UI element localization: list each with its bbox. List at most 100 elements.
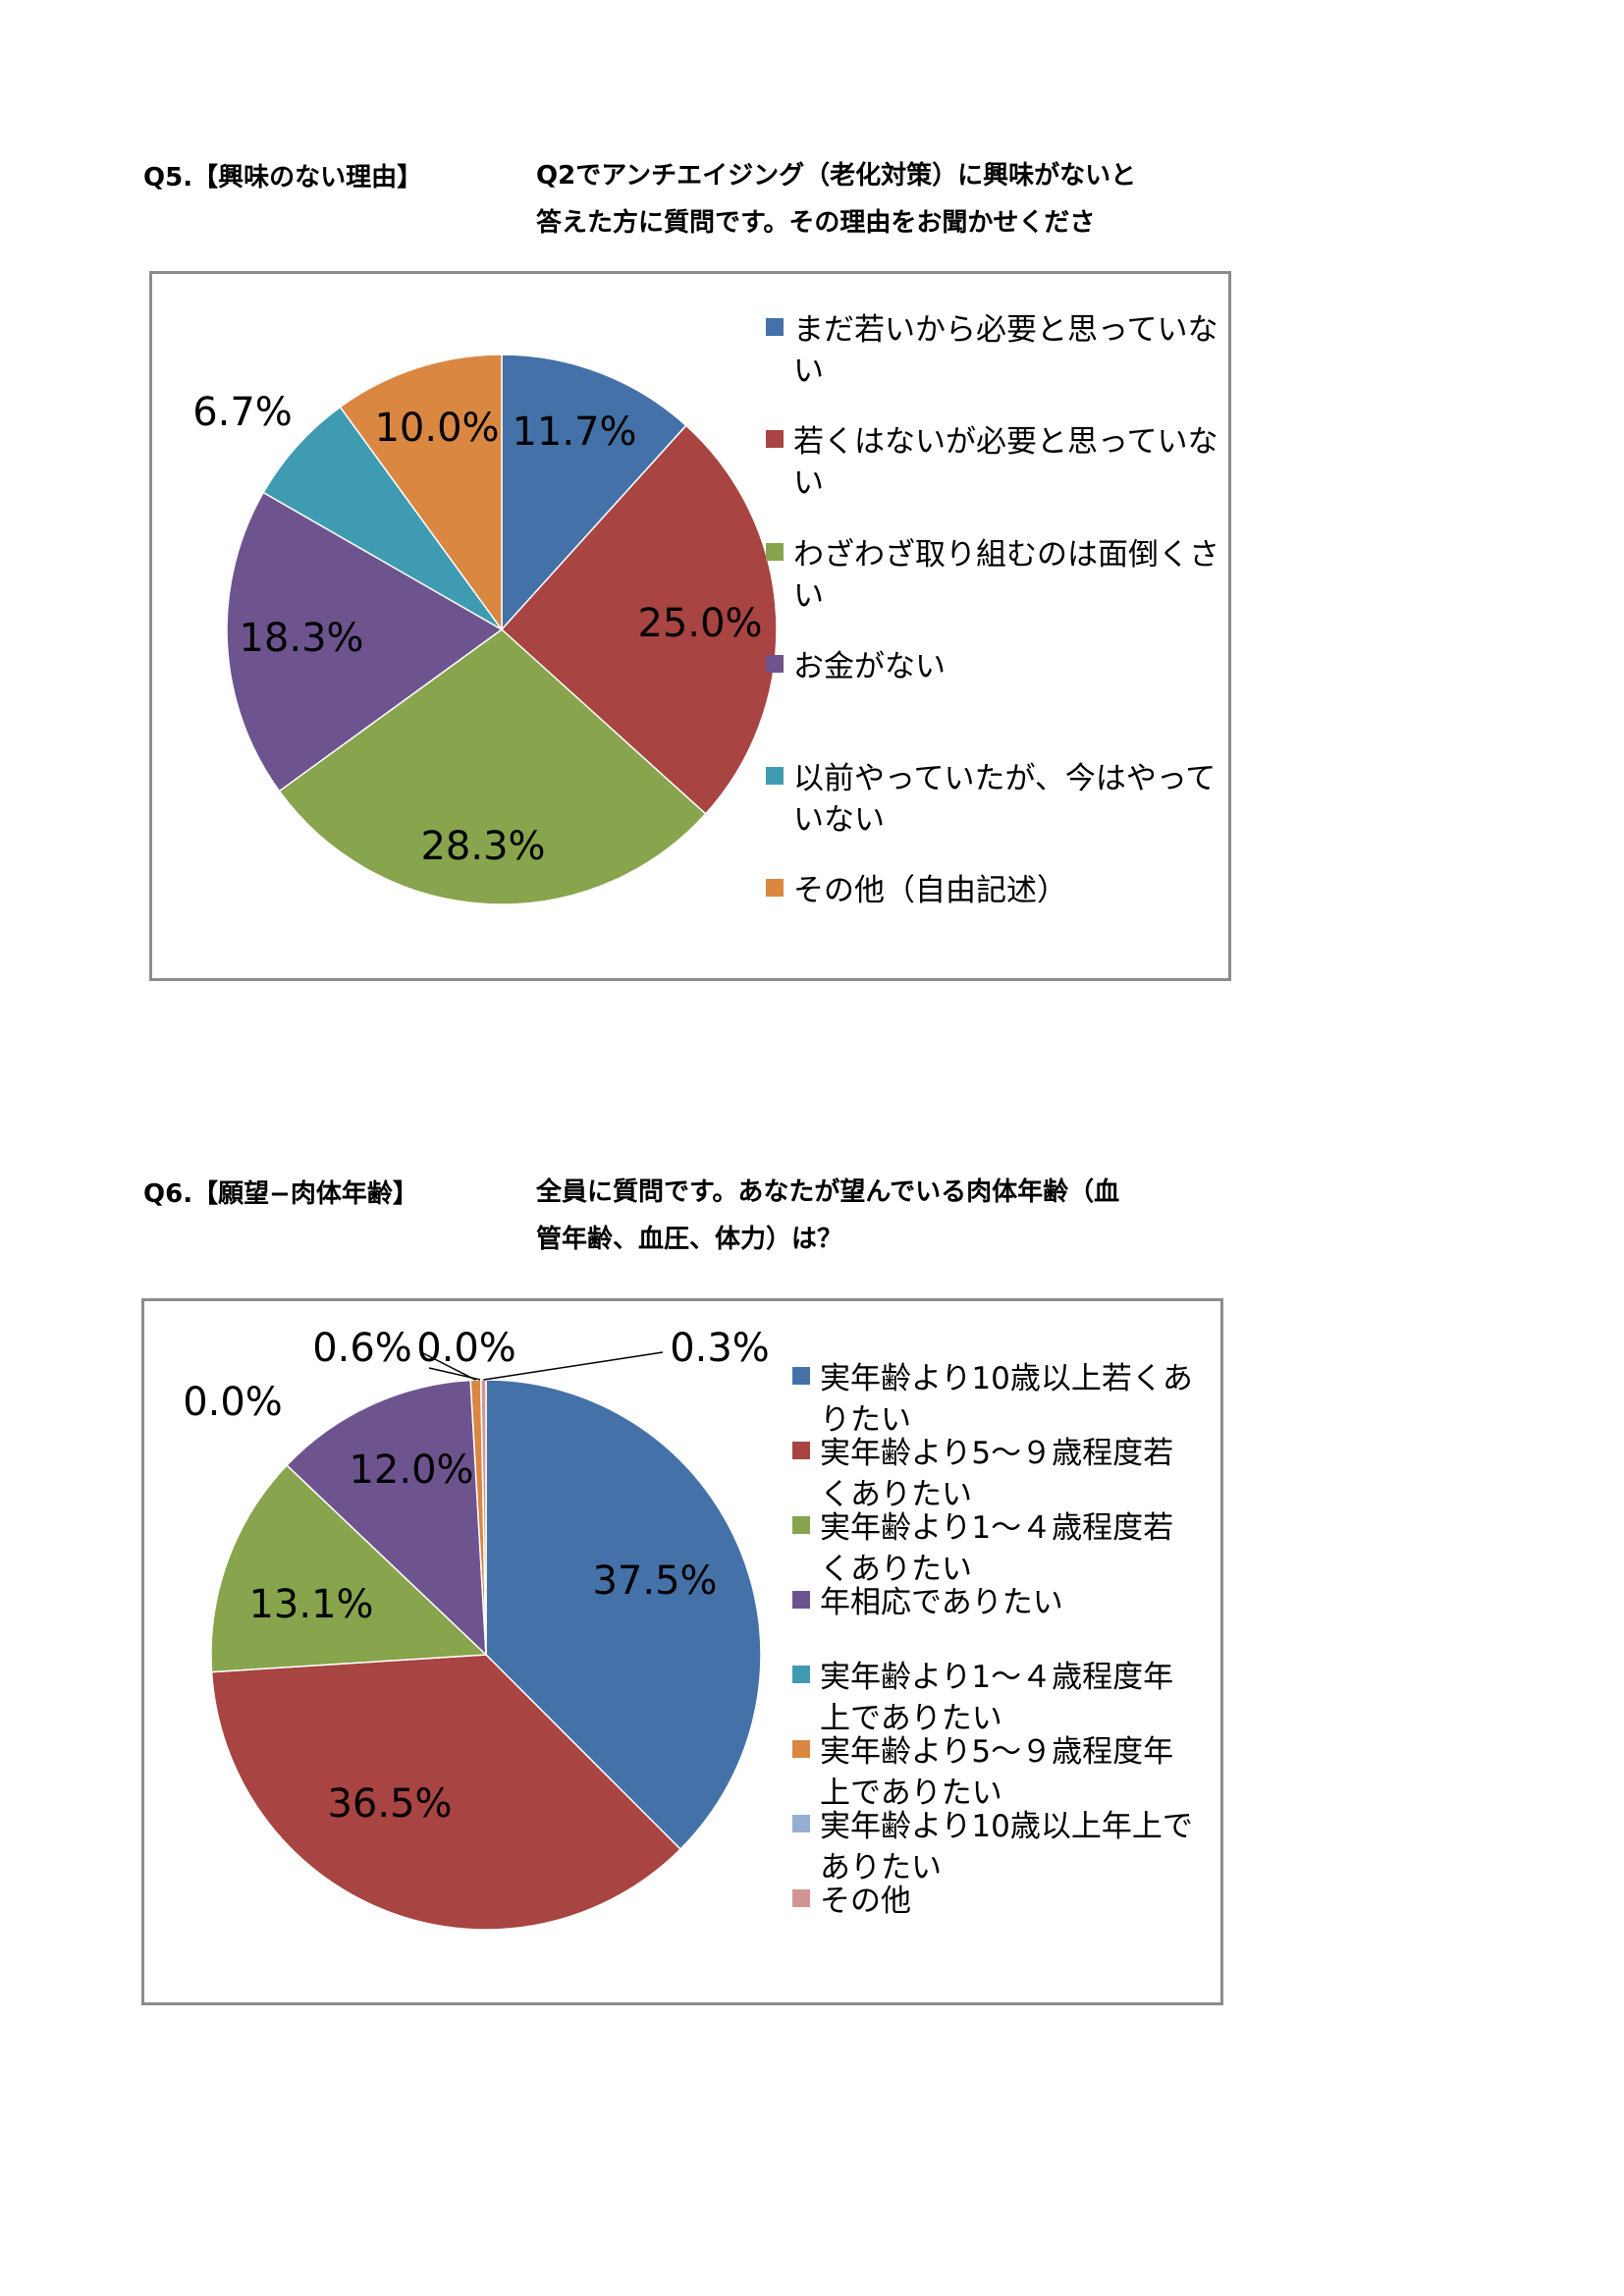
- legend-swatch-7: [792, 1889, 810, 1907]
- legend-label-1-line-0: 若くはないが必要と思っていな: [793, 424, 1218, 460]
- legend-swatch-0: [792, 1367, 810, 1385]
- q5-legend: まだ若いから必要と思っていない若くはないが必要と思っていないわざわざ取り組むのは…: [766, 309, 1227, 918]
- legend-item-5: その他（自由記述）: [766, 870, 1067, 911]
- q6-question-line2: 管年齢、血圧、体力）は？: [536, 1225, 843, 1254]
- legend-item-6: 実年齢より10歳以上年上で ありたい: [792, 1806, 1193, 1888]
- pie-data-label-7: 0.3%: [670, 1326, 770, 1371]
- legend-label-2-line-1: くありたい: [820, 1552, 972, 1587]
- legend-label-1-line-1: い: [793, 465, 824, 501]
- legend-item-1: 若くはないが必要と思っていない: [766, 421, 1218, 504]
- pie-slice-2: [278, 629, 707, 905]
- pie-data-label-1: 25.0%: [637, 601, 762, 646]
- legend-label-5: 実年齢より5〜９歳程度年 上でありたい: [820, 1731, 1173, 1814]
- legend-label-1: 若くはないが必要と思っていない: [793, 421, 1218, 504]
- legend-label-1: 実年齢より5〜９歳程度若 くありたい: [820, 1433, 1173, 1515]
- pie-data-label-3: 12.0%: [349, 1448, 473, 1493]
- legend-label-2: わざわざ取り組むのは面倒くさい: [793, 534, 1219, 617]
- q6-label: Q6.【願望−肉体年齢】: [143, 1179, 418, 1209]
- pie-leader-7: [483, 1351, 664, 1381]
- pie-slice-3: [286, 1379, 487, 1657]
- legend-swatch-6: [792, 1815, 810, 1832]
- legend-item-2: わざわざ取り組むのは面倒くさい: [766, 534, 1219, 617]
- legend-item-7: その他: [792, 1881, 911, 1922]
- q6-pie-chart: 37.5%36.5%13.1%12.0%0.0%0.6% 0.0% 0.3%: [183, 1326, 770, 1931]
- legend-label-5: その他（自由記述）: [793, 870, 1067, 911]
- legend-label-0-line-0: まだ若いから必要と思っていな: [793, 312, 1218, 348]
- legend-swatch-4: [792, 1666, 810, 1683]
- legend-label-0: まだ若いから必要と思っていない: [793, 309, 1218, 392]
- q5-chart-area: 11.7% 25.0% 28.3% 18.3% 6.7% 10.0% まだ若いから必要と思…: [149, 271, 1231, 981]
- legend-label-3: 年相応でありたい: [820, 1582, 1063, 1623]
- legend-label-4-line-1: いない: [793, 802, 885, 838]
- pie-slice-3: [226, 491, 504, 793]
- legend-label-1-line-0: 実年齢より5〜９歳程度若: [820, 1436, 1174, 1471]
- legend-label-1-line-1: くありたい: [820, 1477, 972, 1512]
- legend-label-0: 実年齢より10歳以上若くあ りたい: [820, 1358, 1193, 1441]
- legend-item-0: まだ若いから必要と思っていない: [766, 309, 1218, 392]
- pie-slice-5: [339, 354, 503, 632]
- legend-label-4: 実年齢より1〜４歳程度年 上でありたい: [820, 1657, 1173, 1739]
- legend-label-2-line-0: わざわざ取り組むのは面倒くさ: [793, 537, 1219, 573]
- legend-item-4: 実年齢より1〜４歳程度年 上でありたい: [792, 1657, 1173, 1739]
- pie-slice-4: [262, 406, 503, 630]
- pie-leader-6: [428, 1367, 481, 1381]
- q6-legend: 実年齢より10歳以上若くあ りたい 実年齢より5〜９歳程度若 くありたい 実年齢より1〜…: [792, 1358, 1224, 1967]
- legend-item-3: 年相応でありたい: [792, 1582, 1063, 1623]
- legend-swatch-2: [766, 543, 784, 561]
- legend-label-2-line-0: 実年齢より1〜４歳程度若: [820, 1510, 1174, 1546]
- pie-data-label-1: 36.5%: [327, 1781, 452, 1827]
- q6-question-line1: 全員に質問です。あなたが望んでいる肉体年齢（血: [536, 1177, 1120, 1207]
- legend-swatch-3: [766, 655, 784, 673]
- legend-label-0-line-1: りたい: [820, 1402, 911, 1438]
- pie-data-label-2: 13.1%: [248, 1582, 373, 1627]
- pie-data-label-3: 18.3%: [239, 616, 363, 661]
- legend-label-3: お金がない: [793, 646, 946, 687]
- legend-label-6-line-0: 実年齢より10歳以上年上で: [820, 1809, 1193, 1844]
- pie-data-label-5: 10.0%: [374, 406, 499, 451]
- legend-swatch-3: [792, 1591, 810, 1609]
- pie-slice-2: [210, 1463, 488, 1673]
- pie-data-label-4: 6.7%: [192, 390, 293, 435]
- legend-label-2-line-1: い: [793, 578, 824, 614]
- legend-item-3: お金がない: [766, 646, 946, 687]
- legend-item-0: 実年齢より10歳以上若くあ りたい: [792, 1358, 1193, 1441]
- pie-slice-0: [501, 354, 687, 631]
- legend-label-0-line-0: 実年齢より10歳以上若くあ: [820, 1361, 1193, 1396]
- legend-swatch-5: [792, 1740, 810, 1758]
- q5-question-line2: 答えた方に質問です。その理由をお聞かせくださ: [536, 208, 1096, 238]
- legend-label-5-line-1: 上でありたい: [820, 1776, 1002, 1811]
- legend-swatch-2: [792, 1516, 810, 1534]
- legend-item-5: 実年齢より5〜９歳程度年 上でありたい: [792, 1731, 1173, 1814]
- legend-label-5-line-0: その他（自由記述）: [793, 873, 1067, 908]
- legend-swatch-1: [792, 1442, 810, 1459]
- pie-data-label-6: 0.0%: [416, 1326, 516, 1371]
- legend-label-7: その他: [820, 1881, 911, 1922]
- pie-data-label-0: 11.7%: [512, 410, 636, 455]
- q5-question-line1: Q2でアンチエイジング（老化対策）に興味がないと: [536, 161, 1137, 191]
- legend-swatch-1: [766, 430, 784, 448]
- q5-pie-chart: 11.7% 25.0% 28.3% 18.3% 6.7% 10.0%: [192, 354, 778, 905]
- legend-label-4-line-0: 実年齢より1〜４歳程度年: [820, 1660, 1174, 1695]
- pie-data-label-5: 0.6%: [312, 1326, 412, 1371]
- legend-label-6: 実年齢より10歳以上年上で ありたい: [820, 1806, 1193, 1888]
- pie-slice-1: [500, 424, 778, 815]
- legend-label-5-line-0: 実年齢より5〜９歳程度年: [820, 1734, 1174, 1770]
- legend-label-7-line-0: その他: [820, 1884, 911, 1919]
- legend-swatch-4: [766, 767, 784, 785]
- legend-item-4: 以前やっていたが、今はやって いない: [766, 758, 1216, 841]
- legend-label-4: 以前やっていたが、今はやって いない: [793, 758, 1216, 841]
- q6-chart-area: 37.5% 36.5% 13.1% 12.0% 0.0% 0.6% 0.0% 0.3% 実年齢…: [141, 1298, 1223, 2005]
- legend-label-0-line-1: い: [793, 354, 824, 389]
- pie-data-label-2: 28.3%: [420, 824, 545, 869]
- q6-question: 全員に質問です。あなたが望んでいる肉体年齢（血 管年齢、血圧、体力）は？: [536, 1169, 1243, 1263]
- pie-data-label-0: 37.5%: [592, 1558, 717, 1604]
- pie-slice-1: [210, 1654, 682, 1931]
- legend-item-2: 実年齢より1〜４歳程度若 くありたい: [792, 1507, 1173, 1590]
- legend-label-4-line-0: 以前やっていたが、今はやって: [793, 761, 1217, 796]
- legend-label-6-line-1: ありたい: [820, 1850, 942, 1886]
- legend-item-1: 実年齢より5〜９歳程度若 くありたい: [792, 1433, 1173, 1515]
- legend-swatch-0: [766, 318, 784, 336]
- q5-question: Q2でアンチエイジング（老化対策）に興味がないと 答えた方に質問です。その理由を…: [536, 152, 1243, 246]
- legend-label-3-line-0: 年相応でありたい: [820, 1585, 1063, 1620]
- legend-label-3-line-0: お金がない: [793, 649, 946, 684]
